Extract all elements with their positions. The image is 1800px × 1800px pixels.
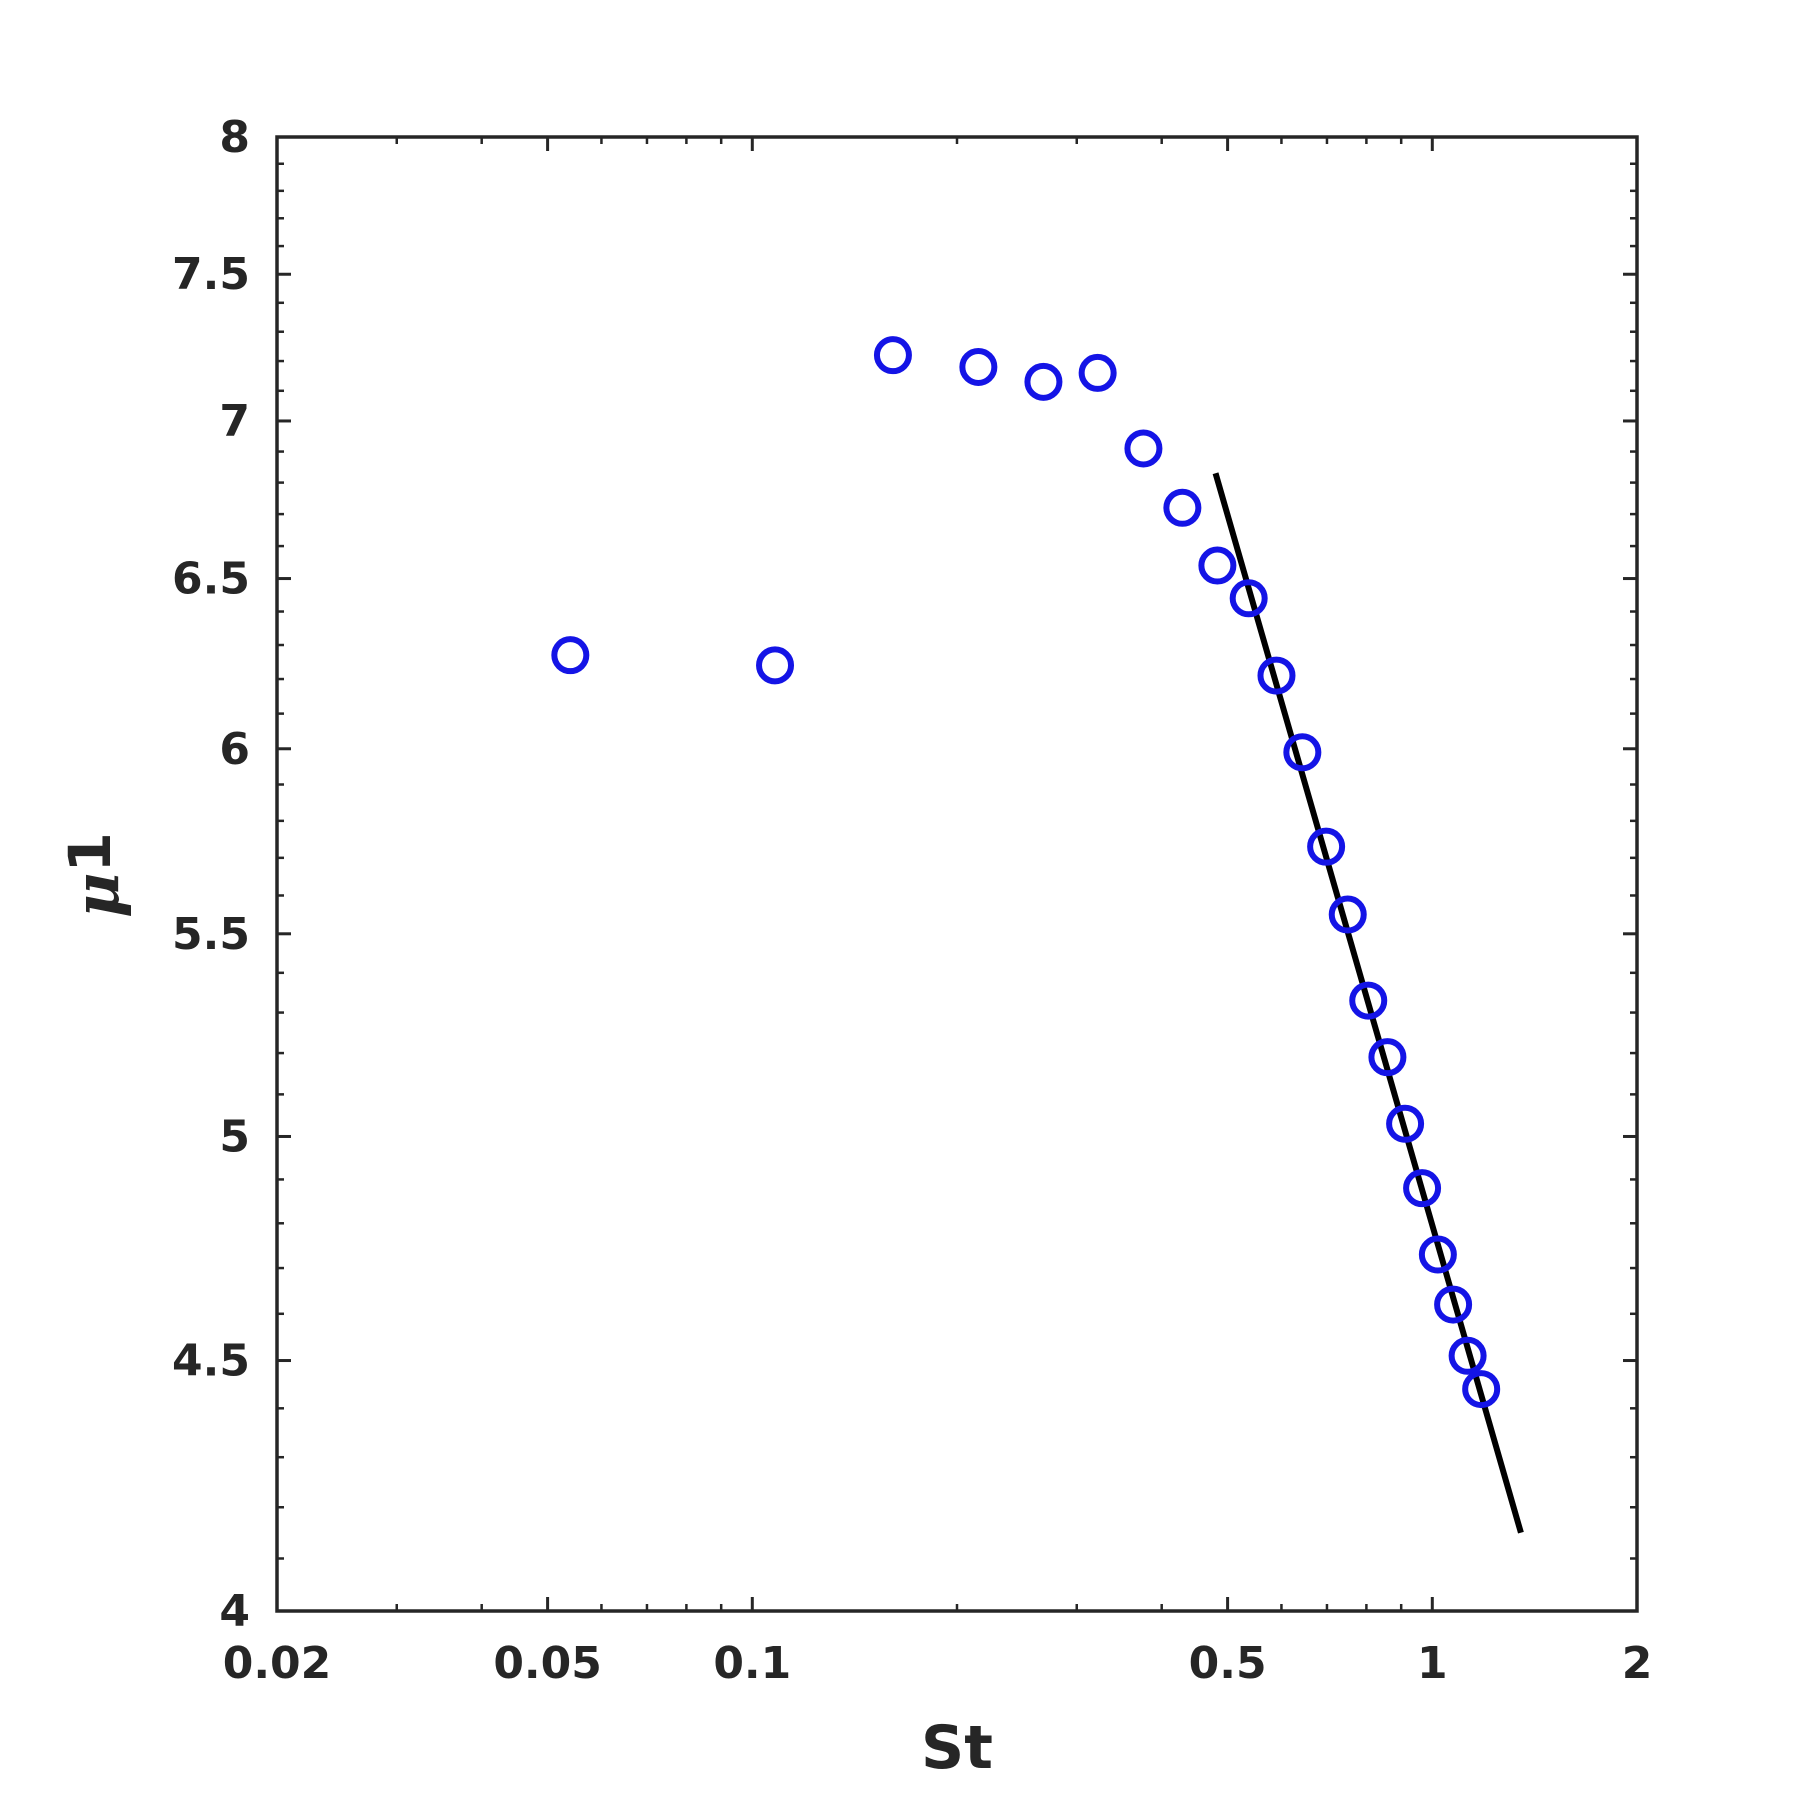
data-point (873, 336, 912, 375)
data-point (1078, 353, 1117, 392)
data-point (1163, 488, 1202, 527)
data-point (1328, 895, 1367, 934)
x-tick-labels: 0.02 0.05 0.1 0.5 1 2 (223, 1638, 1653, 1689)
y-tick-label: 7.5 (172, 249, 250, 300)
x-tick-label: 0.05 (493, 1638, 602, 1689)
data-point (1418, 1235, 1457, 1274)
x-tick-label: 2 (1622, 1638, 1653, 1689)
data-point (1024, 362, 1063, 401)
y-tick-label: 5.5 (172, 909, 250, 960)
y-tick-label: 6 (219, 724, 250, 775)
y-axis-label: μ1 (56, 832, 133, 918)
y-tick-labels: 4 4.5 5 5.5 6 6.5 7 7.5 8 (172, 112, 250, 1637)
x-tick-label: 0.1 (713, 1638, 791, 1689)
data-point (1349, 981, 1388, 1020)
data-point (551, 636, 590, 675)
data-point (1403, 1169, 1442, 1208)
data-point (1283, 733, 1322, 772)
y-tick-label: 5 (219, 1111, 250, 1162)
y-axis-label-subscript: 1 (56, 832, 124, 872)
fit-line (1212, 472, 1524, 1534)
y-tick-label: 7 (219, 396, 250, 447)
data-point (1462, 1370, 1501, 1409)
y-axis-label-symbol: μ (60, 872, 133, 917)
data-point (1368, 1038, 1407, 1077)
data-point (1448, 1336, 1487, 1375)
data-point (1198, 546, 1237, 585)
data-point (1124, 429, 1163, 468)
data-point (1307, 827, 1346, 866)
series-layer (551, 336, 1524, 1534)
data-point (1257, 656, 1296, 695)
data-point (1229, 579, 1268, 618)
data-point (1386, 1104, 1425, 1143)
y-tick-label: 4.5 (172, 1336, 250, 1387)
y-tick-label: 6.5 (172, 554, 250, 605)
x-axis-label: St (921, 1713, 993, 1783)
data-point (1434, 1285, 1473, 1324)
data-point (756, 646, 795, 685)
x-tick-label: 0.5 (1189, 1638, 1267, 1689)
plot-frame (275, 135, 1639, 1613)
data-point (959, 347, 998, 386)
x-tick-label: 0.02 (223, 1638, 332, 1689)
x-tick-label: 1 (1417, 1638, 1448, 1689)
y-tick-label: 4 (219, 1586, 250, 1637)
y-tick-label: 8 (219, 112, 250, 163)
